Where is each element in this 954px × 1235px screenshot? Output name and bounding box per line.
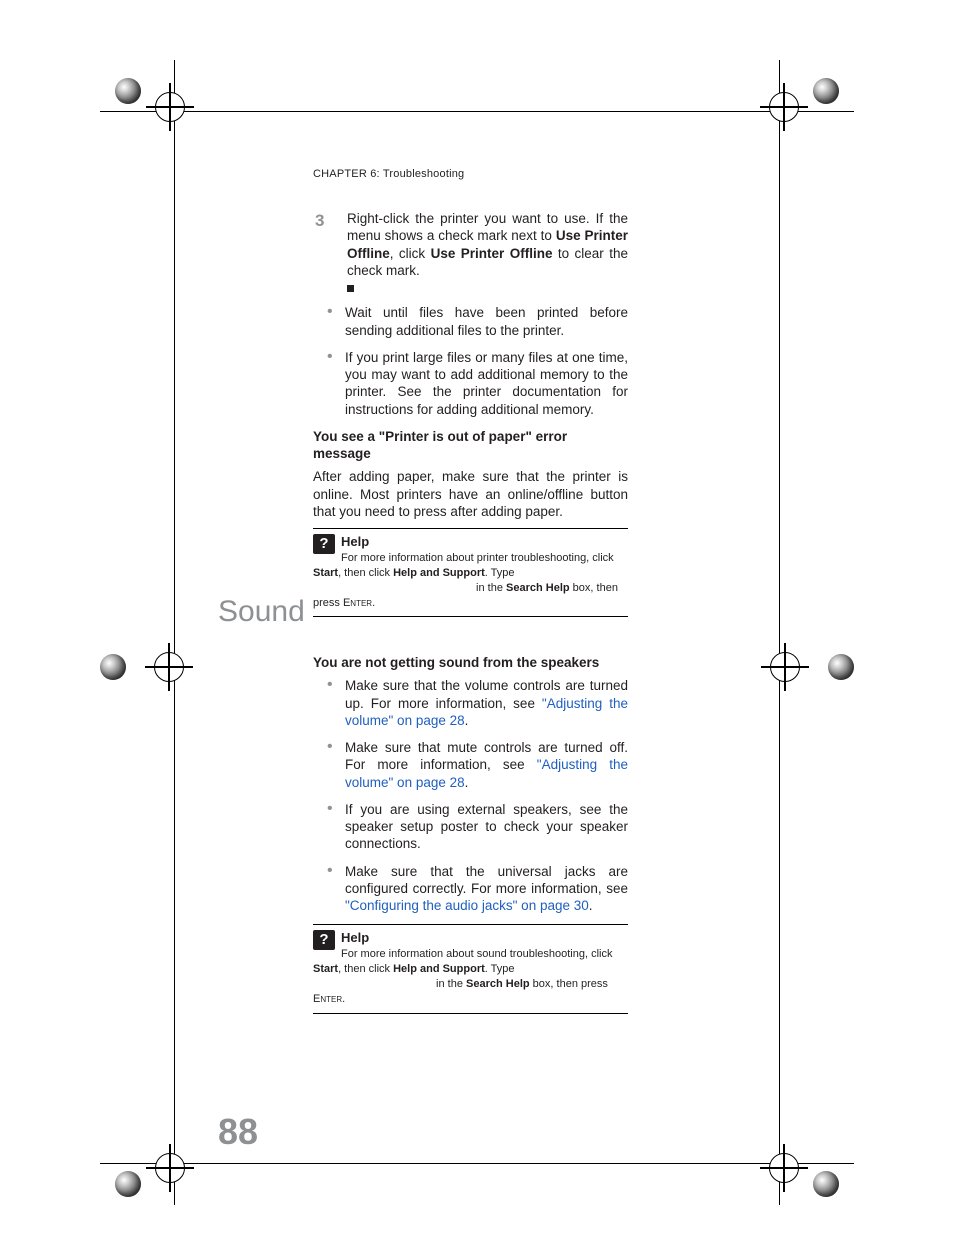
step-number: 3 <box>313 210 347 296</box>
item-post: . <box>589 898 593 913</box>
bullet-text: If you print large files or many files a… <box>345 350 628 417</box>
crop-rule-top <box>100 111 854 112</box>
step-text: Right-click the printer you want to use.… <box>347 210 628 296</box>
bullet-text: Wait until files have been printed befor… <box>345 305 628 337</box>
crop-rule-bottom <box>100 1163 854 1164</box>
help-t3: . Type <box>485 567 515 579</box>
crop-mark-bottom-left <box>115 1125 195 1205</box>
help-b3: Search Help <box>466 978 530 990</box>
header-sep: : <box>377 168 380 180</box>
help-icon <box>313 534 335 554</box>
running-header: CHAPTER 6: Troubleshooting <box>313 168 464 180</box>
page-number: 88 <box>218 1111 258 1153</box>
help-t5: box, then press <box>530 978 608 990</box>
help-t6: . <box>342 993 345 1005</box>
help-b3: Search Help <box>506 582 570 594</box>
crop-mark-mid-left <box>100 630 180 710</box>
help-title: Help <box>341 534 369 549</box>
help-title: Help <box>341 930 369 945</box>
section-title-sound: Sound <box>218 595 305 629</box>
step-3: 3 Right-click the printer you want to us… <box>313 210 628 296</box>
chapter-label: CHAPTER 6 <box>313 168 377 180</box>
end-of-procedure-icon <box>347 285 354 292</box>
page: CHAPTER 6: Troubleshooting 3 Right-click… <box>0 0 954 1235</box>
item-pre: If you are using external speakers, see … <box>345 802 628 852</box>
list-item: Make sure that the volume controls are t… <box>345 677 628 729</box>
list-item: If you print large files or many files a… <box>345 349 628 418</box>
help-t3: . Type <box>485 963 515 975</box>
help-box-printer: Help For more information about printer … <box>313 528 628 617</box>
sound-bullet-list: Make sure that the volume controls are t… <box>327 677 628 914</box>
list-item: Make sure that mute controls are turned … <box>345 739 628 791</box>
list-item: Wait until files have been printed befor… <box>345 304 628 339</box>
sound-content: You are not getting sound from the speak… <box>313 644 628 1024</box>
help-enter: Enter <box>343 597 372 609</box>
help-enter: Enter <box>313 993 342 1005</box>
help-t1: For more information about printer troub… <box>341 552 614 564</box>
help-t1: For more information about sound trouble… <box>341 948 612 960</box>
crop-mark-top-right <box>759 70 839 150</box>
printer-paragraph: After adding paper, make sure that the p… <box>313 468 628 520</box>
item-post: . <box>465 713 469 728</box>
printer-subhead: You see a "Printer is out of paper" erro… <box>313 428 628 463</box>
crop-mark-bottom-right <box>759 1125 839 1205</box>
help-b1: Start <box>313 963 338 975</box>
help-box-sound: Help For more information about sound tr… <box>313 924 628 1013</box>
crop-mark-mid-right <box>774 630 854 710</box>
help-b2: Help and Support <box>393 567 485 579</box>
list-item: If you are using external speakers, see … <box>345 801 628 853</box>
help-t4: in the <box>433 978 466 990</box>
item-pre: Make sure that the universal jacks are c… <box>345 864 628 896</box>
help-icon <box>313 930 335 950</box>
step3-mid: , click <box>390 246 431 261</box>
chapter-title: Troubleshooting <box>383 168 464 180</box>
crop-mark-top-left <box>115 70 195 150</box>
step3-bold2: Use Printer Offline <box>431 246 553 261</box>
printer-bullet-list: Wait until files have been printed befor… <box>327 304 628 418</box>
help-t4: in the <box>473 582 506 594</box>
help-b1: Start <box>313 567 338 579</box>
list-item: Make sure that the universal jacks are c… <box>345 863 628 915</box>
xref-link[interactable]: "Configuring the audio jacks" on page 30 <box>345 898 589 913</box>
item-post: . <box>465 775 469 790</box>
help-b2: Help and Support <box>393 963 485 975</box>
help-t2: , then click <box>338 567 393 579</box>
sound-subhead: You are not getting sound from the speak… <box>313 654 628 671</box>
help-t2: , then click <box>338 963 393 975</box>
help-t6: . <box>372 597 375 609</box>
content-column: 3 Right-click the printer you want to us… <box>313 210 628 627</box>
